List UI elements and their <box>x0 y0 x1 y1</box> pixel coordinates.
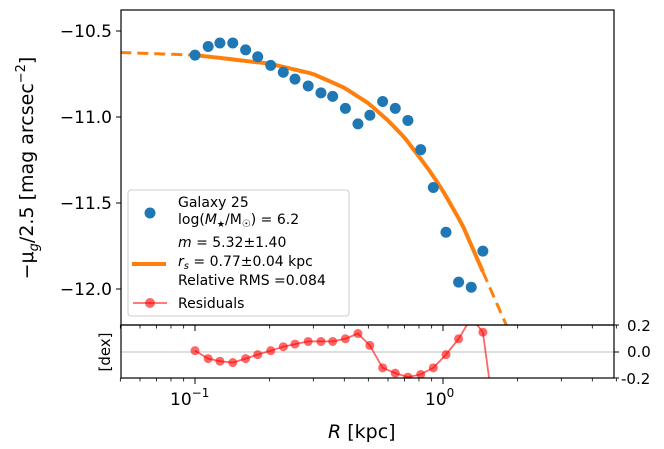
residual-y-axis-label: [dex] <box>96 332 114 371</box>
resid-ytick-label: 0.0 <box>627 343 651 361</box>
legend-fit-rs: rs = 0.77±0.04 kpc <box>178 254 313 272</box>
residual-point <box>253 350 263 360</box>
galaxy-data-points <box>189 37 489 293</box>
residual-y-ticks: 0.2 0.0 -0.2 <box>614 317 651 388</box>
xtick-label-1: 100 <box>425 386 454 410</box>
data-point <box>465 281 477 293</box>
residual-panel <box>121 325 614 416</box>
legend-box <box>127 189 350 317</box>
legend-marker-residual <box>145 298 155 308</box>
data-point <box>277 66 289 78</box>
residual-point <box>290 339 300 349</box>
residual-point <box>353 329 363 339</box>
residual-points <box>190 327 498 416</box>
main-plot-content <box>121 37 508 325</box>
fit-curve <box>194 53 485 273</box>
residual-point <box>416 369 426 378</box>
legend-galaxy-name: Galaxy 25 <box>178 195 249 211</box>
residual-point <box>428 363 438 373</box>
data-point <box>302 80 314 92</box>
residual-point <box>365 340 375 350</box>
residual-point <box>489 407 498 416</box>
data-point <box>289 73 301 85</box>
main-y-ticks: −10.5 −11.0 −11.5 −12.0 <box>60 22 121 300</box>
data-point <box>352 118 364 130</box>
data-point <box>477 245 489 257</box>
data-point <box>265 59 277 71</box>
residual-point <box>328 336 338 346</box>
x-ticks <box>119 325 617 384</box>
data-point <box>453 276 465 288</box>
xtick-label-0.1: 10−1 <box>170 386 209 410</box>
data-point <box>327 90 339 102</box>
residual-point <box>378 363 388 373</box>
data-point <box>339 102 351 114</box>
data-point <box>240 44 252 56</box>
data-point <box>315 87 327 99</box>
data-point <box>189 49 201 61</box>
resid-ytick-label: 0.2 <box>627 317 651 335</box>
residual-point <box>390 368 400 378</box>
residual-point <box>441 350 451 360</box>
data-point <box>202 40 214 52</box>
legend-fit-rms: Relative RMS =0.084 <box>178 273 326 289</box>
residual-point <box>190 346 200 356</box>
residual-point <box>478 327 488 337</box>
residual-point <box>203 354 213 364</box>
legend-marker-galaxy <box>144 207 156 219</box>
legend-residuals: Residuals <box>178 296 244 312</box>
data-point <box>214 37 226 49</box>
x-axis-label: R [kpc] <box>328 421 396 443</box>
ytick-label: −11.5 <box>60 194 112 214</box>
data-point <box>252 51 264 63</box>
legend-galaxy-mass: log(M★/M☉) = 6.2 <box>178 212 299 230</box>
data-point <box>364 109 376 121</box>
data-point <box>227 37 239 49</box>
data-point <box>440 226 452 238</box>
data-point <box>389 102 401 114</box>
residual-point <box>266 346 276 356</box>
residual-point <box>454 334 464 344</box>
legend: Galaxy 25 log(M★/M☉) = 6.2 m = 5.32±1.40… <box>127 189 350 317</box>
resid-ytick-label: -0.2 <box>621 370 650 388</box>
fit-extrapolation-left <box>121 51 196 57</box>
residual-point <box>303 336 313 346</box>
residual-point <box>241 354 251 364</box>
ytick-label: −11.0 <box>60 108 112 128</box>
ytick-label: −10.5 <box>60 22 112 42</box>
residual-point <box>278 342 288 352</box>
residual-point <box>340 334 350 344</box>
data-point <box>427 182 439 194</box>
residual-point <box>215 356 225 366</box>
residual-point <box>316 336 326 346</box>
fit-extrapolation-right <box>481 271 508 325</box>
data-point <box>402 114 414 126</box>
residual-point <box>228 358 238 368</box>
residual-point <box>403 372 413 378</box>
data-point <box>415 144 427 156</box>
legend-fit-m: m = 5.32±1.40 <box>178 235 286 251</box>
y-axis-label: −μg/2.5 [mag arcsec−2] <box>14 57 42 280</box>
data-point <box>377 96 389 108</box>
ytick-label: −12.0 <box>60 280 112 300</box>
